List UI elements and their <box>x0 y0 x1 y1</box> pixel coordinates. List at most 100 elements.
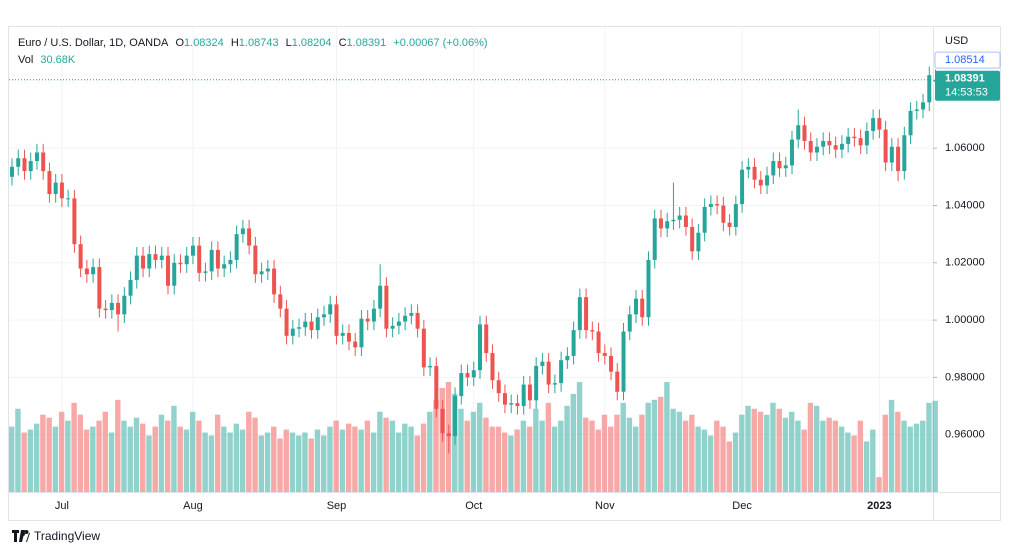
candle-body <box>652 218 657 260</box>
volume-bar <box>558 420 564 492</box>
candle-body <box>228 259 233 265</box>
candle-body <box>371 308 376 322</box>
volume-bar <box>876 477 882 492</box>
candle-body <box>640 298 645 318</box>
volume-bar <box>395 432 402 492</box>
y-tick-label: 0.98000 <box>945 371 985 383</box>
ohlc-value: 1.08743 <box>238 37 279 49</box>
candle-body <box>596 331 601 354</box>
volume-bar <box>196 420 202 492</box>
volume-bar <box>133 417 140 492</box>
candle-body <box>203 271 208 273</box>
candle-body <box>346 332 351 342</box>
volume-bar <box>252 417 258 492</box>
candle-body <box>808 141 813 153</box>
candle-body <box>10 166 14 177</box>
candle-body <box>421 328 426 368</box>
candle-body <box>896 146 901 172</box>
candle-body <box>103 308 108 311</box>
volume-bar <box>227 432 233 492</box>
volume-bar <box>932 400 938 492</box>
volume-bar <box>9 426 15 492</box>
x-tick-label: Sep <box>327 500 347 512</box>
volume-bar <box>327 426 333 492</box>
candle-body <box>66 198 71 200</box>
candle-body <box>908 110 913 136</box>
candle-body <box>609 355 614 372</box>
volume-bar <box>171 405 177 492</box>
volume-bar <box>620 402 626 492</box>
volume-bar <box>689 414 695 492</box>
volume-bar <box>52 426 59 492</box>
candle-body <box>284 308 289 336</box>
candle-body <box>658 218 663 229</box>
candle-body <box>297 327 302 329</box>
candle-body <box>858 138 863 146</box>
candle-body <box>914 109 919 111</box>
volume-bar <box>21 432 27 492</box>
candle-body <box>172 262 177 286</box>
candle-body <box>665 221 670 229</box>
volume-bar <box>208 435 215 492</box>
candle-body <box>184 255 189 265</box>
candle-body <box>340 332 345 336</box>
candle-body <box>790 139 794 166</box>
volume-bar <box>289 432 296 492</box>
candle-body <box>864 131 869 146</box>
volume-bar <box>102 411 108 492</box>
candle-body <box>459 373 464 397</box>
volume-bar <box>801 429 807 492</box>
volume-bar <box>433 399 439 492</box>
volume-bar <box>308 438 314 492</box>
candle-body <box>41 152 46 172</box>
volume-bar <box>508 435 514 492</box>
volume-bar <box>576 382 583 492</box>
volume-bar <box>464 420 470 492</box>
candle-body <box>758 179 763 186</box>
volume-bar <box>820 420 826 492</box>
volume-bar <box>96 420 102 492</box>
volume-bar <box>408 426 414 492</box>
candle-body <box>47 171 52 195</box>
legend: Euro / U.S. Dollar, 1D, OANDA O1.08324 H… <box>18 35 492 69</box>
frame <box>8 26 1001 521</box>
candle-body <box>403 315 408 322</box>
candle-body <box>615 371 620 392</box>
volume-bar <box>870 429 876 492</box>
candle-body <box>746 166 751 170</box>
volume-bar <box>121 420 127 492</box>
x-tick-label: Aug <box>183 500 203 512</box>
volume-bar <box>370 432 377 492</box>
candle-body <box>97 267 102 309</box>
candle-body <box>190 245 195 256</box>
candle-body <box>396 321 401 326</box>
volume-bar <box>477 402 483 492</box>
volume-bar <box>15 408 21 492</box>
volume-bar <box>321 435 327 492</box>
candle-body <box>109 302 114 311</box>
volume-pane <box>9 382 938 492</box>
candle-body <box>502 393 507 405</box>
volume-bar <box>427 411 433 492</box>
candle-body <box>122 295 127 315</box>
candle-body <box>16 158 21 167</box>
volume-bar <box>158 414 165 492</box>
volume-bar <box>264 432 271 492</box>
candle-body <box>846 136 851 144</box>
candle-body <box>821 141 826 147</box>
volume-bar <box>601 414 608 492</box>
volume-bar <box>539 420 545 492</box>
volume-bar <box>58 411 65 492</box>
volume-bar <box>614 414 620 492</box>
volume-bar <box>757 411 764 492</box>
volume-bar <box>682 420 689 492</box>
candle-body <box>802 125 807 142</box>
volume-bar <box>664 382 670 492</box>
candle-body <box>752 166 757 180</box>
volume-bar <box>46 417 52 492</box>
volume-bar <box>71 402 77 492</box>
candle-body <box>59 182 64 199</box>
volume-title: Vol <box>18 54 34 66</box>
candle-body <box>509 403 514 405</box>
candle-body <box>240 228 245 235</box>
